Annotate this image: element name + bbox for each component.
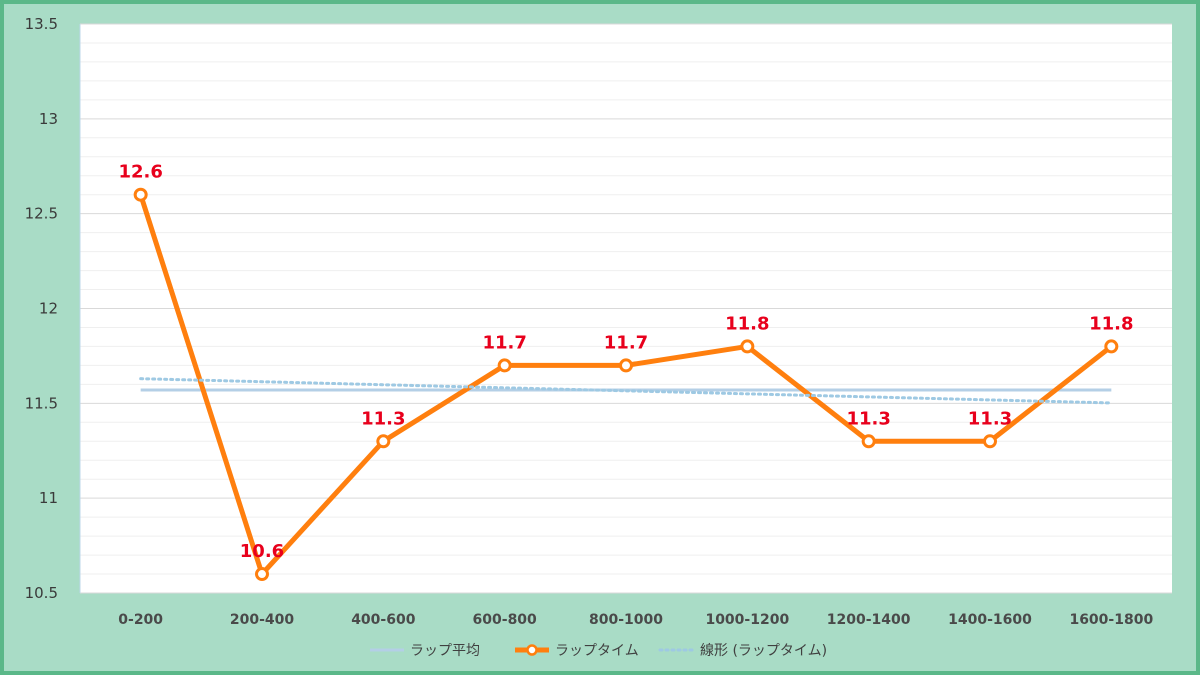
x-tick-label: 1400-1600 <box>948 612 1032 628</box>
x-axis-ticks: 0-200 200-400 400-600 600-800 800-1000 1000-1… <box>118 612 1153 628</box>
data-label: 11.3 <box>361 408 405 429</box>
trend-line <box>139 377 1113 405</box>
data-label: 10.6 <box>240 541 284 562</box>
x-tick-label: 800-1000 <box>589 612 663 628</box>
x-tick-label: 400-600 <box>351 612 416 628</box>
data-label: 12.6 <box>118 162 162 183</box>
x-tick-label: 1000-1200 <box>705 612 789 628</box>
x-tick-label: 200-400 <box>230 612 295 628</box>
legend-marker-lap-time <box>526 644 538 656</box>
y-tick-label: 13 <box>39 110 58 128</box>
data-labels: 12.6 10.6 11.3 11.7 11.7 11.8 11.3 11.3 11.8 <box>118 162 1133 562</box>
lap-time-point <box>133 187 148 202</box>
legend-label: ラップ平均 <box>410 643 480 659</box>
y-tick-label: 13.5 <box>25 15 58 33</box>
lap-time-point <box>740 339 755 354</box>
lap-time-point <box>255 567 269 582</box>
data-label: 11.7 <box>604 332 648 353</box>
y-axis-ticks: 10.5 11 11.5 12 12.5 13 13.5 <box>25 15 58 602</box>
legend-label: ラップタイム <box>555 643 639 659</box>
y-tick-label: 11.5 <box>25 394 58 412</box>
legend-label: 線形 (ラップタイム) <box>700 643 827 659</box>
data-label: 11.3 <box>846 408 890 429</box>
lap-time-point <box>861 434 876 449</box>
x-tick-label: 0-200 <box>118 612 163 628</box>
y-tick-label: 12 <box>39 300 58 318</box>
y-tick-label: 11 <box>39 489 58 507</box>
legend: ラップ平均 ラップタイム 線形 (ラップタイム) <box>370 643 827 659</box>
lap-time-point <box>376 434 391 449</box>
lap-time-point <box>1104 339 1119 354</box>
y-tick-label: 10.5 <box>25 584 58 602</box>
y-tick-label: 12.5 <box>25 205 58 223</box>
data-label: 11.8 <box>725 313 769 334</box>
lap-time-point <box>497 358 512 373</box>
data-label: 11.8 <box>1089 313 1133 334</box>
data-label: 11.3 <box>968 408 1012 429</box>
gridlines <box>79 23 1172 594</box>
x-tick-label: 1600-1800 <box>1069 612 1153 628</box>
lap-time-point <box>983 434 997 449</box>
lap-time-point <box>619 358 633 373</box>
series-layer <box>133 187 1119 582</box>
data-label: 11.7 <box>482 332 526 353</box>
x-tick-label: 1200-1400 <box>827 612 911 628</box>
x-tick-label: 600-800 <box>473 612 538 628</box>
